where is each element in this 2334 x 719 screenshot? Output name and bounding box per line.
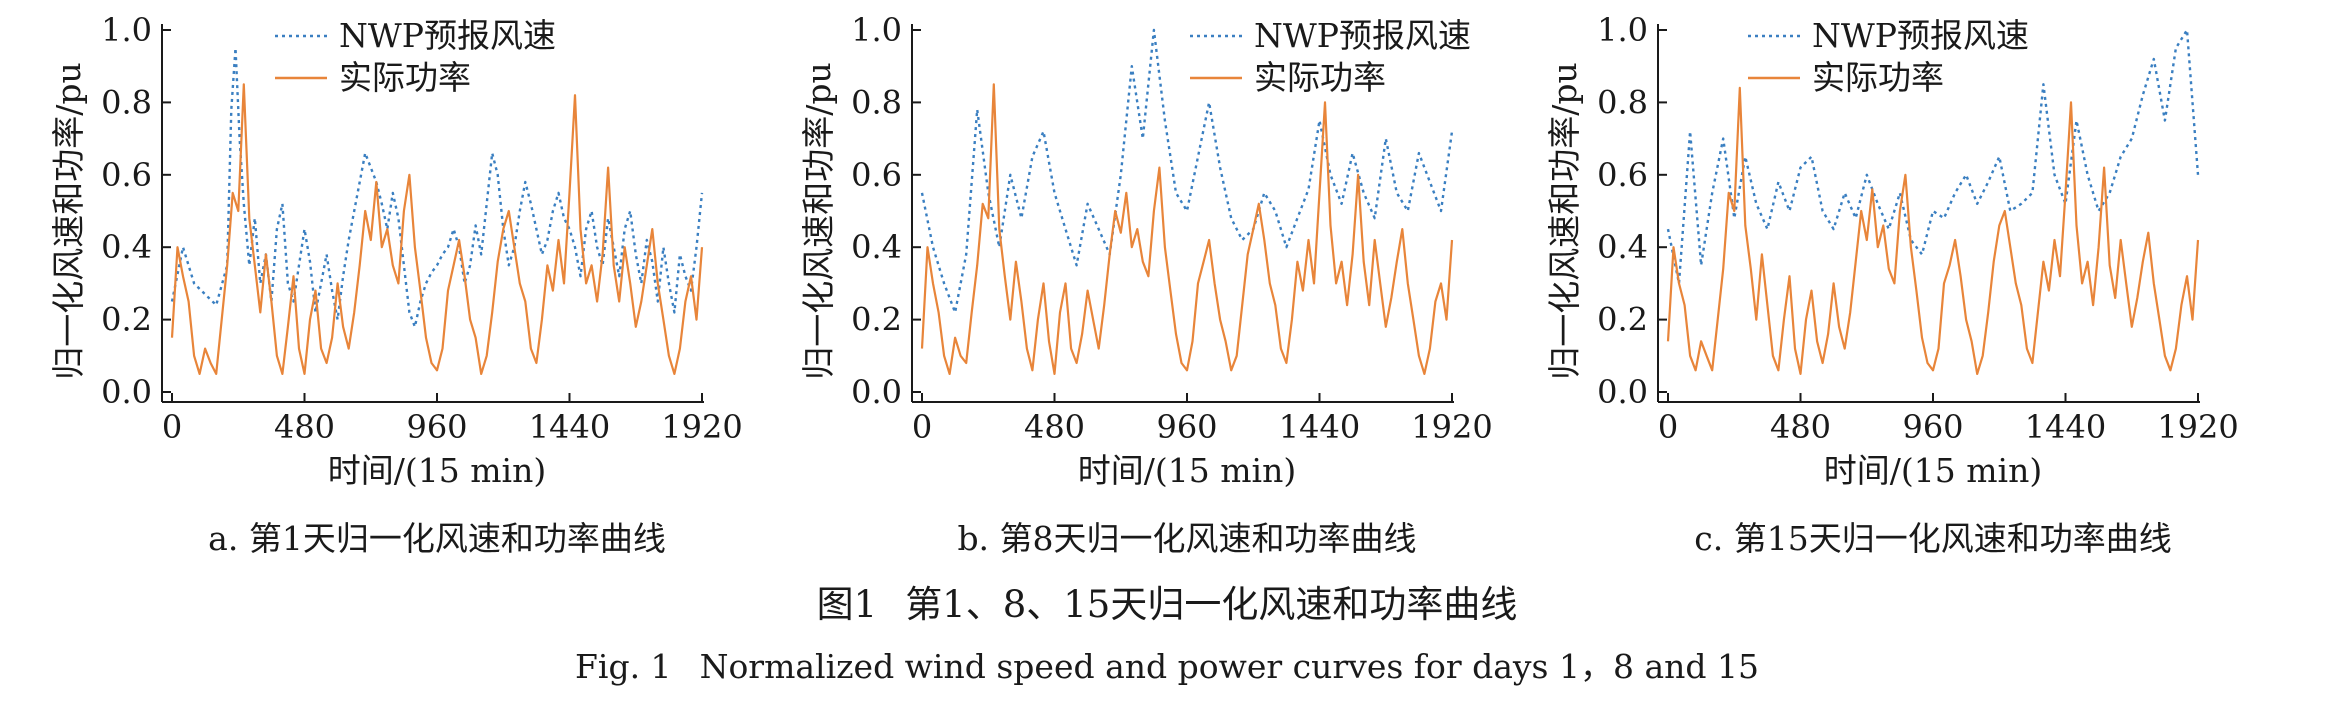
chart-panels: 0.0 0.2 0.4 0.6 0.8 1.0 0 480 960 1440 1920 时间/(15 … [49, 11, 2239, 558]
chart-panel-b: 0.0 0.2 0.4 0.6 0.8 1.0 0 480 960 1440 1920 时间/(15 … [799, 11, 1493, 558]
x-axis-label: 时间/(15 min) [1824, 451, 2042, 490]
actual-power-line [920, 83, 1454, 375]
figure-title-en-label: Fig. 1 [575, 647, 672, 686]
y-tick-label: 1.0 [101, 11, 152, 49]
y-tick-label: 0.4 [1597, 228, 1648, 266]
x-tick-label: 1920 [1411, 408, 1492, 446]
x-axis-label: 时间/(15 min) [328, 451, 546, 490]
y-tick-label: 1.0 [1597, 11, 1648, 49]
x-tick-label: 0 [162, 408, 182, 446]
legend-label: 实际功率 [339, 58, 471, 97]
panel-subcaption: b. 第8天归一化风速和功率曲线 [957, 519, 1416, 558]
y-tick-label: 0.8 [101, 83, 152, 121]
y-tick-label: 0.4 [851, 228, 902, 266]
y-axis-label: 归一化风速和功率/pu [799, 62, 838, 380]
y-tick-label: 0.2 [1597, 301, 1648, 339]
figure-title-text: 第1、8、15天归一化风速和功率曲线 [905, 583, 1518, 626]
nwp-wind-speed-line [920, 28, 1454, 314]
x-tick-label: 0 [1658, 408, 1678, 446]
y-axis-label: 归一化风速和功率/pu [49, 62, 88, 380]
x-tick-label: 1440 [1279, 408, 1360, 446]
y-tick-label: 0.6 [851, 156, 902, 194]
actual-power-line [170, 83, 704, 375]
legend-label: NWP预报风速 [1254, 16, 1471, 55]
y-tick-label: 0.6 [101, 156, 152, 194]
x-tick-label: 1920 [661, 408, 742, 446]
chart-panel-a: 0.0 0.2 0.4 0.6 0.8 1.0 0 480 960 1440 1920 时间/(15 … [49, 11, 743, 558]
y-tick-label: 0.2 [101, 301, 152, 339]
legend-label: NWP预报风速 [1812, 16, 2029, 55]
figure-title-en-text: Normalized wind speed and power curves f… [699, 647, 1759, 686]
y-tick-label: 0.0 [1597, 373, 1648, 411]
y-tick-label: 0.2 [851, 301, 902, 339]
y-tick-label: 1.0 [851, 11, 902, 49]
x-tick-label: 1440 [529, 408, 610, 446]
legend-label: NWP预报风速 [339, 16, 556, 55]
y-tick-label: 0.4 [101, 228, 152, 266]
x-tick-label: 480 [274, 408, 335, 446]
x-tick-label: 960 [1902, 408, 1963, 446]
figure-title-label: 图1 [816, 583, 878, 626]
panel-subcaption: c. 第15天归一化风速和功率曲线 [1694, 519, 2171, 558]
y-axis-label: 归一化风速和功率/pu [1545, 62, 1584, 380]
figure-title: 图1 第1、8、15天归一化风速和功率曲线 [0, 574, 2334, 628]
y-tick-label: 0.0 [101, 373, 152, 411]
x-tick-label: 960 [406, 408, 467, 446]
legend-label: 实际功率 [1812, 58, 1944, 97]
y-tick-label: 0.8 [1597, 83, 1648, 121]
y-tick-label: 0.0 [851, 373, 902, 411]
x-tick-label: 0 [912, 408, 932, 446]
legend-label: 实际功率 [1254, 58, 1386, 97]
nwp-wind-speed-line [170, 46, 704, 328]
x-tick-label: 1920 [2157, 408, 2238, 446]
y-tick-label: 0.8 [851, 83, 902, 121]
y-tick-label: 0.6 [1597, 156, 1648, 194]
actual-power-line [1666, 86, 2200, 375]
chart-panel-c: 0.0 0.2 0.4 0.6 0.8 1.0 0 480 960 1440 1920 时间/(15 … [1545, 11, 2239, 558]
x-axis-label: 时间/(15 min) [1078, 451, 1296, 490]
x-tick-label: 960 [1156, 408, 1217, 446]
x-tick-label: 1440 [2025, 408, 2106, 446]
x-tick-label: 480 [1770, 408, 1831, 446]
x-tick-label: 480 [1024, 408, 1085, 446]
figure-title-english: Fig. 1 Normalized wind speed and power cu… [0, 640, 2334, 688]
panel-subcaption: a. 第1天归一化风速和功率曲线 [208, 519, 666, 558]
